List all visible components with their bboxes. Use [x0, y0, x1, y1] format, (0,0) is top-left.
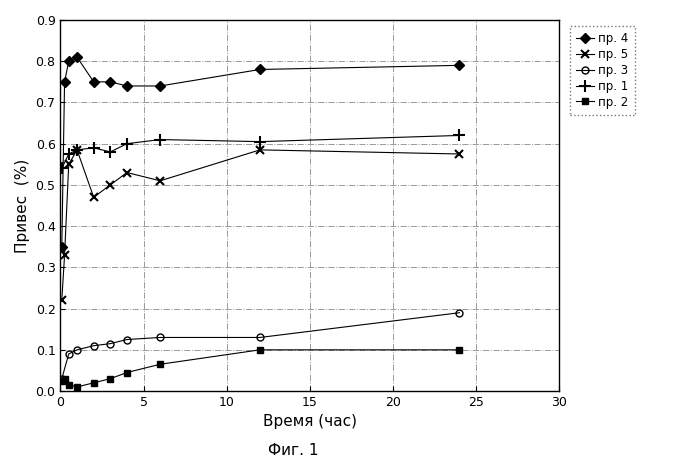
пр. 1 [73, 147, 81, 153]
пр. 2 [89, 380, 98, 386]
X-axis label: Время (час): Время (час) [263, 414, 356, 430]
пр. 4 [106, 79, 115, 85]
пр. 5 [455, 151, 463, 157]
пр. 1 [106, 149, 115, 155]
пр. 1 [57, 166, 66, 171]
пр. 2 [60, 376, 69, 382]
пр. 5 [73, 147, 81, 153]
пр. 4 [60, 79, 69, 85]
пр. 2 [64, 382, 73, 388]
пр. 3 [57, 376, 66, 382]
пр. 5 [156, 178, 164, 183]
Y-axis label: Привес  (%): Привес (%) [15, 158, 30, 253]
пр. 4 [64, 58, 73, 64]
пр. 4 [123, 83, 131, 89]
пр. 2 [256, 347, 264, 353]
пр. 3 [455, 310, 463, 315]
пр. 1 [64, 151, 73, 157]
пр. 5 [89, 194, 98, 200]
пр. 4 [73, 54, 81, 60]
пр. 3 [73, 347, 81, 353]
Line: пр. 3: пр. 3 [58, 309, 463, 382]
пр. 3 [256, 335, 264, 340]
пр. 1 [89, 145, 98, 150]
пр. 3 [64, 351, 73, 357]
пр. 5 [256, 147, 264, 153]
пр. 5 [106, 182, 115, 188]
пр. 1 [123, 141, 131, 146]
пр. 1 [156, 137, 164, 142]
пр. 1 [256, 139, 264, 144]
пр. 5 [64, 162, 73, 167]
Legend: пр. 4, пр. 5, пр. 3, пр. 1, пр. 2: пр. 4, пр. 5, пр. 3, пр. 1, пр. 2 [570, 26, 635, 114]
пр. 3 [106, 341, 115, 346]
Line: пр. 1: пр. 1 [56, 130, 465, 174]
Line: пр. 5: пр. 5 [57, 146, 463, 305]
Text: Фиг. 1: Фиг. 1 [268, 444, 319, 458]
пр. 5 [57, 298, 66, 303]
пр. 1 [455, 133, 463, 138]
пр. 4 [89, 79, 98, 85]
пр. 2 [123, 370, 131, 375]
пр. 2 [73, 384, 81, 390]
пр. 4 [256, 67, 264, 72]
пр. 4 [57, 244, 66, 250]
пр. 2 [156, 362, 164, 367]
пр. 5 [123, 170, 131, 175]
пр. 3 [89, 343, 98, 349]
пр. 3 [123, 337, 131, 342]
пр. 4 [455, 63, 463, 68]
пр. 3 [156, 335, 164, 340]
пр. 4 [156, 83, 164, 89]
пр. 5 [60, 252, 69, 258]
пр. 2 [106, 376, 115, 382]
Line: пр. 4: пр. 4 [58, 54, 463, 250]
Line: пр. 2: пр. 2 [58, 346, 463, 390]
пр. 2 [57, 378, 66, 383]
пр. 2 [455, 347, 463, 353]
